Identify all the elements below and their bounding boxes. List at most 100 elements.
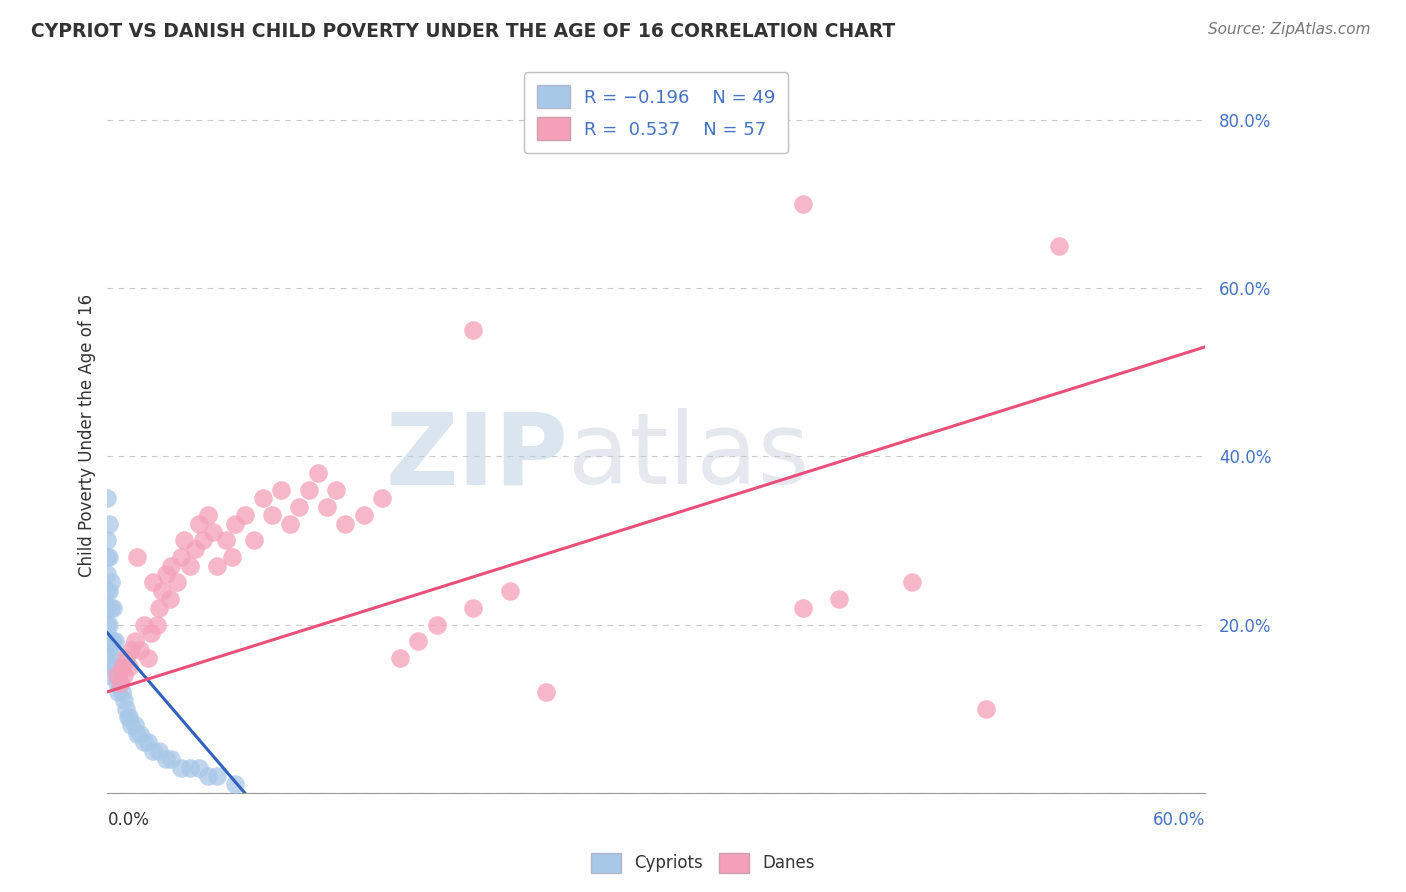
Point bbox=[197, 508, 219, 523]
Point bbox=[146, 617, 169, 632]
Point bbox=[316, 500, 339, 514]
Point bbox=[166, 575, 188, 590]
Point bbox=[224, 777, 246, 791]
Point bbox=[96, 550, 118, 565]
Y-axis label: Child Poverty Under the Age of 16: Child Poverty Under the Age of 16 bbox=[79, 293, 96, 577]
Point bbox=[114, 651, 136, 665]
Point bbox=[136, 735, 159, 749]
Point bbox=[111, 685, 134, 699]
Point bbox=[150, 583, 173, 598]
Point bbox=[288, 500, 311, 514]
Point bbox=[96, 600, 118, 615]
Point bbox=[100, 575, 122, 590]
Point bbox=[792, 197, 814, 211]
Text: 0.0%: 0.0% bbox=[107, 811, 149, 829]
Legend: R = −0.196    N = 49, R =  0.537    N = 57: R = −0.196 N = 49, R = 0.537 N = 57 bbox=[524, 72, 787, 153]
Point bbox=[120, 642, 142, 657]
Point bbox=[278, 516, 301, 531]
Point bbox=[101, 634, 124, 648]
Point bbox=[96, 634, 118, 648]
Point bbox=[408, 634, 430, 648]
Point bbox=[828, 592, 851, 607]
Point bbox=[112, 668, 135, 682]
Point bbox=[252, 491, 274, 506]
Point bbox=[792, 600, 814, 615]
Point bbox=[389, 651, 412, 665]
Point bbox=[179, 760, 201, 774]
Point bbox=[233, 508, 256, 523]
Point bbox=[205, 558, 228, 573]
Point bbox=[98, 550, 121, 565]
Point bbox=[325, 483, 347, 497]
Point bbox=[169, 550, 191, 565]
Point bbox=[371, 491, 394, 506]
Point bbox=[142, 744, 165, 758]
Point bbox=[205, 769, 228, 783]
Legend: Cypriots, Danes: Cypriots, Danes bbox=[583, 847, 823, 880]
Point bbox=[169, 760, 191, 774]
Point bbox=[155, 752, 177, 766]
Text: Source: ZipAtlas.com: Source: ZipAtlas.com bbox=[1208, 22, 1371, 37]
Point bbox=[463, 323, 485, 337]
Point bbox=[136, 651, 159, 665]
Point bbox=[100, 600, 122, 615]
Text: ZIP: ZIP bbox=[385, 409, 568, 505]
Point bbox=[129, 642, 152, 657]
Point bbox=[117, 710, 139, 724]
Point bbox=[221, 550, 243, 565]
Point bbox=[148, 600, 170, 615]
Point bbox=[111, 659, 134, 673]
Point bbox=[159, 592, 181, 607]
Point bbox=[353, 508, 375, 523]
Point bbox=[191, 533, 214, 548]
Point bbox=[100, 634, 122, 648]
Point bbox=[96, 533, 118, 548]
Point bbox=[124, 718, 146, 732]
Point bbox=[974, 701, 997, 715]
Point bbox=[179, 558, 201, 573]
Point bbox=[107, 685, 129, 699]
Point bbox=[96, 491, 118, 506]
Point bbox=[129, 727, 152, 741]
Point bbox=[160, 558, 183, 573]
Point bbox=[187, 516, 209, 531]
Point bbox=[148, 744, 170, 758]
Point bbox=[114, 701, 136, 715]
Point bbox=[101, 600, 124, 615]
Point bbox=[426, 617, 449, 632]
Point bbox=[96, 583, 118, 598]
Point bbox=[155, 567, 177, 582]
Point bbox=[104, 659, 127, 673]
Point bbox=[335, 516, 357, 531]
Point bbox=[96, 617, 118, 632]
Point bbox=[96, 567, 118, 582]
Point bbox=[105, 676, 128, 690]
Point bbox=[536, 685, 558, 699]
Point bbox=[104, 634, 127, 648]
Point bbox=[307, 466, 329, 480]
Point bbox=[125, 727, 148, 741]
Point bbox=[215, 533, 238, 548]
Point bbox=[242, 533, 264, 548]
Point bbox=[96, 668, 118, 682]
Point bbox=[120, 718, 142, 732]
Point bbox=[98, 583, 121, 598]
Point bbox=[105, 668, 128, 682]
Point bbox=[260, 508, 283, 523]
Point bbox=[98, 617, 121, 632]
Point bbox=[118, 710, 141, 724]
Point bbox=[118, 659, 141, 673]
Point bbox=[184, 541, 207, 556]
Point bbox=[96, 651, 118, 665]
Point bbox=[463, 600, 485, 615]
Point bbox=[107, 668, 129, 682]
Point bbox=[98, 642, 121, 657]
Point bbox=[901, 575, 924, 590]
Point bbox=[112, 693, 135, 707]
Point bbox=[270, 483, 292, 497]
Point bbox=[124, 634, 146, 648]
Point bbox=[101, 659, 124, 673]
Point bbox=[160, 752, 183, 766]
Point bbox=[141, 626, 163, 640]
Point bbox=[132, 617, 155, 632]
